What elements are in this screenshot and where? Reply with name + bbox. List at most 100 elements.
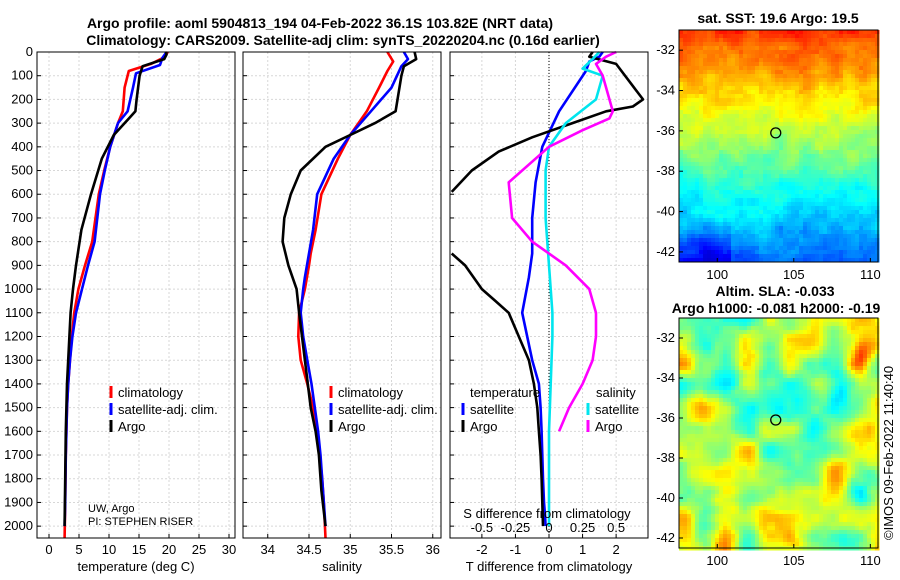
map-cell: [831, 198, 836, 203]
map-cell: [687, 334, 692, 339]
map-cell: [723, 222, 728, 227]
map-cell: [711, 74, 716, 79]
map-cell: [871, 410, 876, 415]
map-cell: [851, 42, 856, 47]
map-cell: [691, 402, 696, 407]
map-cell: [851, 114, 856, 119]
map-cell: [795, 90, 800, 95]
map-cell: [815, 186, 820, 191]
map-cell: [707, 30, 712, 35]
map-cell: [759, 358, 764, 363]
map-cell: [715, 334, 720, 339]
map-cell: [847, 126, 852, 131]
map-cell: [795, 134, 800, 139]
map-cell: [807, 410, 812, 415]
map-cell: [811, 258, 816, 263]
map-cell: [731, 86, 736, 91]
map-cell: [855, 102, 860, 107]
map-cell: [815, 318, 820, 323]
map-cell: [743, 146, 748, 151]
map-cell: [775, 326, 780, 331]
map-cell: [727, 218, 732, 223]
map-cell: [823, 98, 828, 103]
map-cell: [739, 118, 744, 123]
map-cell: [687, 406, 692, 411]
map-cell: [683, 406, 688, 411]
map-cell: [843, 450, 848, 455]
map-cell: [755, 78, 760, 83]
map-cell: [795, 442, 800, 447]
map-cell: [855, 202, 860, 207]
x-tick-label: 35: [343, 542, 357, 557]
map-cell: [875, 174, 880, 179]
map-cell: [811, 74, 816, 79]
map-cell: [875, 90, 880, 95]
map-cell: [795, 454, 800, 459]
map-cell: [687, 450, 692, 455]
map-cell: [751, 438, 756, 443]
map-cell: [791, 334, 796, 339]
map-cell: [755, 218, 760, 223]
map-cell: [815, 458, 820, 463]
map-cell: [771, 442, 776, 447]
map-cell: [747, 190, 752, 195]
map-cell: [739, 114, 744, 119]
map-cell: [735, 346, 740, 351]
map-cell: [743, 350, 748, 355]
map-cell: [687, 194, 692, 199]
map-cell: [795, 354, 800, 359]
map-cell: [763, 186, 768, 191]
map-cell: [691, 434, 696, 439]
map-cell: [723, 406, 728, 411]
map-cell: [731, 386, 736, 391]
map-cell: [699, 386, 704, 391]
map-cell: [731, 362, 736, 367]
map-cell: [727, 226, 732, 231]
map-cell: [811, 414, 816, 419]
map-cell: [751, 426, 756, 431]
map-cell: [843, 238, 848, 243]
map-cell: [683, 330, 688, 335]
map-cell: [763, 102, 768, 107]
map-cell: [691, 186, 696, 191]
map-cell: [807, 90, 812, 95]
map-cell: [715, 166, 720, 171]
map-cell: [875, 358, 880, 363]
map-cell: [799, 354, 804, 359]
map-cell: [795, 102, 800, 107]
map-cell: [679, 318, 684, 323]
map-cell: [747, 118, 752, 123]
map-cell: [875, 230, 880, 235]
map-cell: [839, 322, 844, 327]
map-cell: [703, 398, 708, 403]
map-cell: [811, 382, 816, 387]
map-cell: [859, 122, 864, 127]
map-cell: [807, 162, 812, 167]
map-cell: [811, 102, 816, 107]
map-cell: [799, 398, 804, 403]
map-cell: [827, 358, 832, 363]
map-cell: [715, 430, 720, 435]
map-cell: [863, 150, 868, 155]
map-cell: [699, 58, 704, 63]
map-cell: [747, 78, 752, 83]
map-cell: [827, 386, 832, 391]
map-cell: [783, 90, 788, 95]
map-cell: [835, 66, 840, 71]
map-cell: [731, 54, 736, 59]
map-cell: [695, 238, 700, 243]
map-cell: [683, 450, 688, 455]
map-cell: [819, 66, 824, 71]
map-cell: [843, 414, 848, 419]
map-cell: [751, 258, 756, 263]
map-cell: [835, 142, 840, 147]
map-cell: [779, 170, 784, 175]
map-cell: [707, 330, 712, 335]
map-cell: [735, 442, 740, 447]
map-cell: [807, 62, 812, 67]
map-cell: [723, 342, 728, 347]
map-cell: [807, 346, 812, 351]
map-cell: [711, 58, 716, 63]
map-cell: [767, 350, 772, 355]
map-cell: [795, 242, 800, 247]
